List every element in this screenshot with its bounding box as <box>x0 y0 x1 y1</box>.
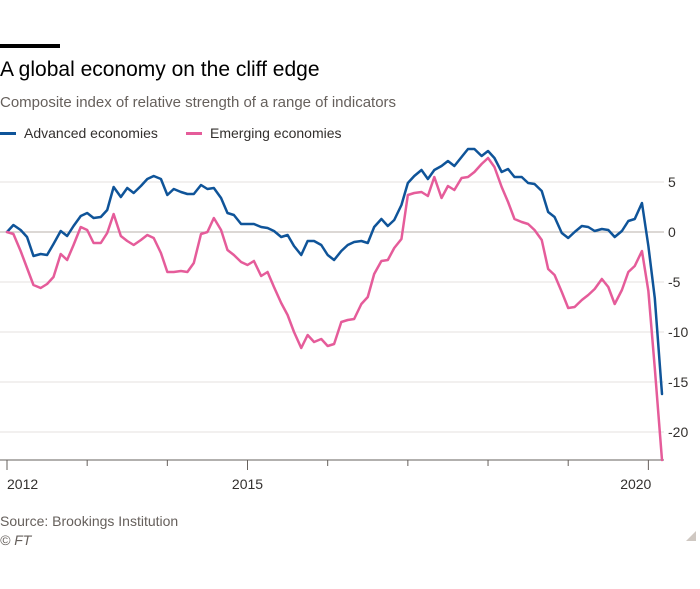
x-tick-label-1: 2015 <box>232 476 263 492</box>
y-tick-label-1: 0 <box>668 224 676 240</box>
y-tick-label-4: -15 <box>668 374 688 390</box>
chart-subtitle: Composite index of relative strength of … <box>0 94 397 111</box>
corner-mark <box>686 531 696 541</box>
x-tick-label-2: 2020 <box>620 476 651 492</box>
chart-title: A global economy on the cliff edge <box>0 58 320 81</box>
y-tick-label-3: -10 <box>668 324 688 340</box>
legend-swatch-advanced <box>0 131 16 135</box>
legend-label-advanced: Advanced economies <box>24 125 158 141</box>
y-tick-label-5: -20 <box>668 424 688 440</box>
source-note: Source: Brookings Institution <box>0 513 179 529</box>
series-line-advanced <box>5 147 664 396</box>
top-rule <box>0 44 60 48</box>
y-tick-label-2: -5 <box>668 274 681 290</box>
series-line-emerging <box>5 156 664 462</box>
y-tick-label-0: 5 <box>668 174 676 190</box>
legend-swatch-emerging <box>186 131 202 135</box>
legend-item-advanced: Advanced economies <box>0 125 158 141</box>
copyright-note: © FT <box>0 532 32 548</box>
x-tick-label-0: 2012 <box>7 476 38 492</box>
legend-item-emerging: Emerging economies <box>186 125 342 141</box>
legend-label-emerging: Emerging economies <box>210 125 342 141</box>
